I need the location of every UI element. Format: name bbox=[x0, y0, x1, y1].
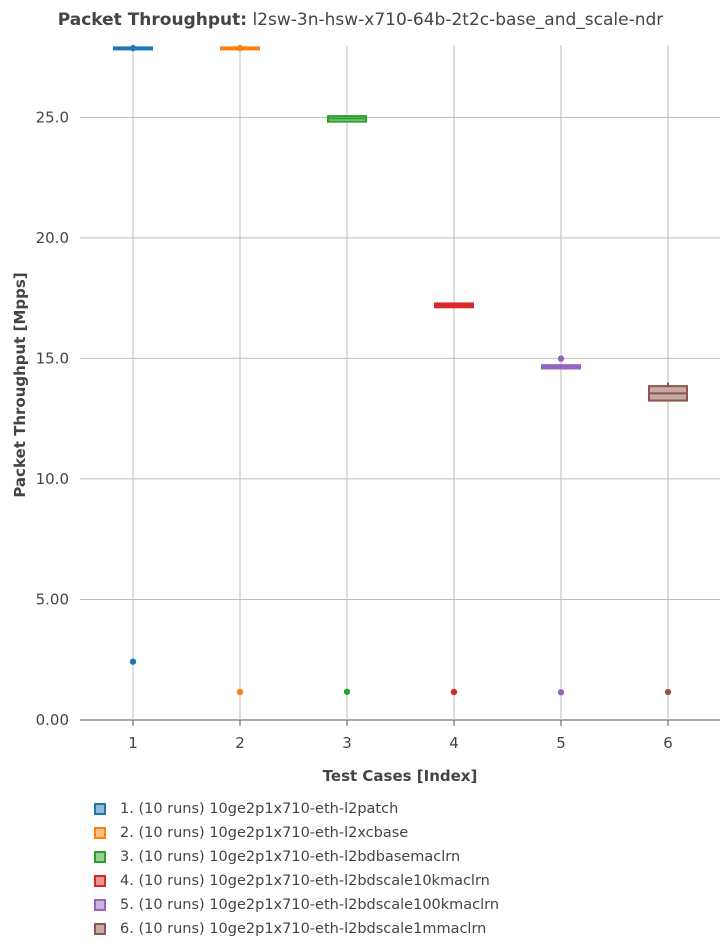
y-tick-label: 25.0 bbox=[36, 108, 69, 126]
outlier-point bbox=[450, 688, 458, 696]
legend-swatch bbox=[94, 803, 106, 815]
legend-swatch bbox=[94, 827, 106, 839]
legend-label: 2. (10 runs) 10ge2p1x710-eth-l2xcbase bbox=[120, 825, 409, 841]
x-tick-label: 6 bbox=[663, 734, 673, 752]
outlier-point bbox=[129, 44, 137, 52]
legend-swatch bbox=[94, 899, 106, 911]
legend-item-6[interactable]: 6. (10 runs) 10ge2p1x710-eth-l2bdscale1m… bbox=[94, 917, 499, 941]
box-series-5 bbox=[541, 355, 581, 696]
y-tick-label: 0.00 bbox=[36, 711, 69, 729]
legend-label: 5. (10 runs) 10ge2p1x710-eth-l2bdscale10… bbox=[120, 897, 500, 913]
grid-lines bbox=[80, 45, 720, 726]
chart-title-bold: Packet Throughput: bbox=[57, 10, 248, 30]
x-tick-label: 4 bbox=[449, 734, 459, 752]
legend-item-2[interactable]: 2. (10 runs) 10ge2p1x710-eth-l2xcbase bbox=[94, 821, 499, 845]
y-axis-title: Packet Throughput [Mpps] bbox=[11, 272, 29, 497]
legend-swatch bbox=[94, 875, 106, 887]
legend-label: 3. (10 runs) 10ge2p1x710-eth-l2bdbasemac… bbox=[120, 849, 461, 865]
legend: 1. (10 runs) 10ge2p1x710-eth-l2patch 2. (… bbox=[94, 797, 499, 941]
box-series-3 bbox=[327, 115, 367, 695]
outlier-point bbox=[557, 689, 565, 696]
y-tick-label: 10.0 bbox=[36, 470, 69, 488]
outlier-point bbox=[557, 355, 565, 362]
outlier-point bbox=[236, 44, 244, 52]
box-series-6 bbox=[648, 382, 688, 696]
box-series-2 bbox=[220, 44, 260, 696]
outlier-point bbox=[236, 688, 244, 696]
y-tick-label: 5.00 bbox=[36, 590, 69, 608]
legend-swatch bbox=[94, 923, 106, 935]
legend-swatch bbox=[94, 851, 106, 863]
x-tick-label: 3 bbox=[342, 734, 352, 752]
legend-label: 6. (10 runs) 10ge2p1x710-eth-l2bdscale1m… bbox=[120, 921, 487, 937]
y-tick-label: 15.0 bbox=[36, 349, 69, 367]
x-axis-title: Test Cases [Index] bbox=[323, 767, 478, 785]
box-series-4 bbox=[434, 302, 474, 696]
legend-item-1[interactable]: 1. (10 runs) 10ge2p1x710-eth-l2patch bbox=[94, 797, 499, 821]
legend-item-4[interactable]: 4. (10 runs) 10ge2p1x710-eth-l2bdscale10… bbox=[94, 869, 499, 893]
x-tick-label: 5 bbox=[556, 734, 566, 752]
x-tick-labels: 1 2 3 4 5 6 bbox=[128, 734, 673, 752]
y-tick-labels: 0.00 5.00 10.0 15.0 20.0 25.0 bbox=[36, 108, 69, 729]
chart-title-text: l2sw-3n-hsw-x710-64b-2t2c-base_and_scale… bbox=[252, 10, 664, 30]
x-tick-label: 1 bbox=[128, 734, 138, 752]
outlier-point bbox=[129, 658, 137, 665]
outlier-point bbox=[343, 688, 351, 695]
x-tick-label: 2 bbox=[235, 734, 245, 752]
box-series-1 bbox=[113, 44, 153, 665]
box-plot: 0.00 5.00 10.0 15.0 20.0 25.0 1 2 3 4 5 6 Test Cas… bbox=[11, 44, 720, 785]
legend-item-3[interactable]: 3. (10 runs) 10ge2p1x710-eth-l2bdbasemac… bbox=[94, 845, 499, 869]
boxes bbox=[113, 44, 688, 696]
legend-label: 4. (10 runs) 10ge2p1x710-eth-l2bdscale10… bbox=[120, 873, 490, 889]
chart-title: Packet Throughput: l2sw-3n-hsw-x710-64b-… bbox=[0, 10, 721, 30]
legend-item-5[interactable]: 5. (10 runs) 10ge2p1x710-eth-l2bdscale10… bbox=[94, 893, 499, 917]
y-tick-label: 20.0 bbox=[36, 229, 69, 247]
outlier-point bbox=[664, 688, 672, 696]
legend-label: 1. (10 runs) 10ge2p1x710-eth-l2patch bbox=[120, 801, 399, 817]
